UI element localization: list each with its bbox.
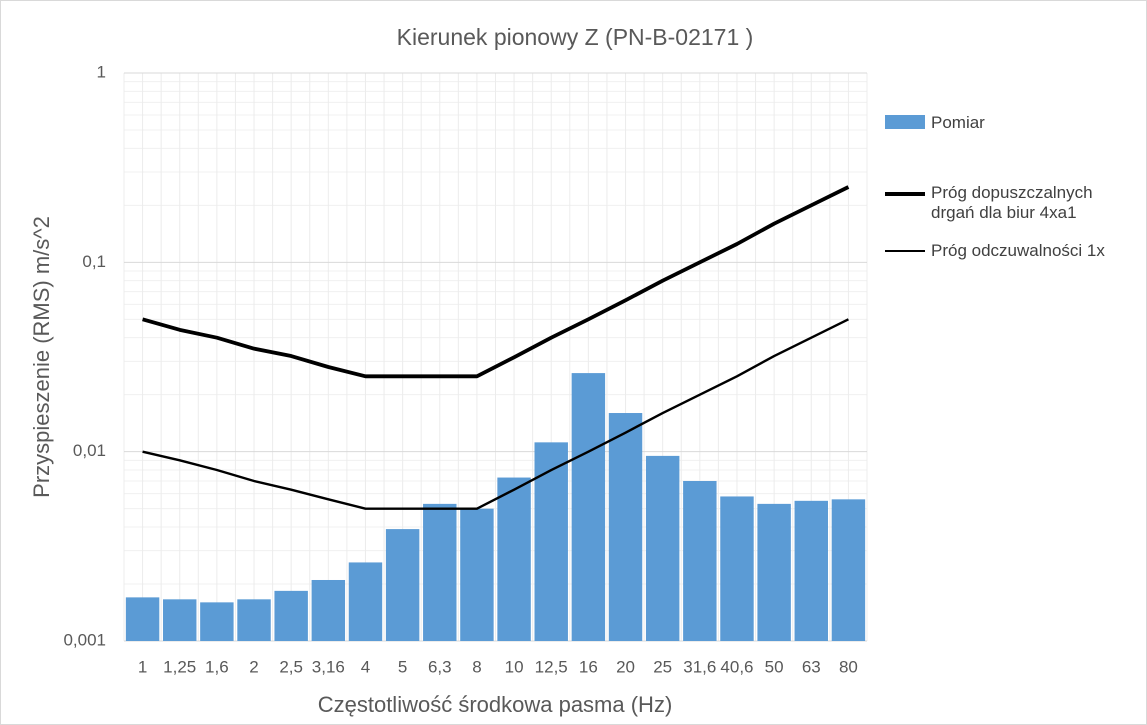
legend-swatch: [885, 115, 925, 129]
legend-label: Pomiar: [931, 113, 985, 132]
bar: [608, 413, 643, 641]
bar: [757, 503, 791, 641]
legend-item: Próg dopuszczalnych drgań dla biur 4xa1: [885, 183, 1135, 223]
x-tick-label: 2: [249, 657, 258, 676]
x-tick-label: 31,6: [683, 657, 716, 676]
y-tick-label: 0,01: [73, 441, 106, 460]
bar: [645, 455, 680, 641]
bar: [794, 500, 828, 641]
bar: [125, 597, 160, 641]
bar: [311, 579, 346, 641]
bar: [423, 503, 457, 641]
line: [142, 318, 849, 510]
bar: [720, 496, 754, 641]
legend-swatch: [885, 250, 925, 253]
legend-swatch: [885, 192, 925, 196]
bar: [274, 590, 308, 641]
bar: [534, 442, 568, 641]
legend-label: Próg odczuwalności 1x: [931, 241, 1105, 260]
x-tick-label: 5: [398, 657, 407, 676]
bar: [163, 599, 197, 641]
y-tick-label: 1: [97, 62, 106, 81]
x-tick-label: 4: [361, 657, 370, 676]
x-tick-label: 63: [802, 657, 821, 676]
bar: [683, 480, 717, 641]
bar: [571, 373, 606, 641]
x-tick-label: 80: [839, 657, 858, 676]
x-tick-label: 6,3: [428, 657, 452, 676]
bar: [460, 508, 494, 641]
legend-item: Pomiar: [885, 113, 1135, 133]
bar: [237, 599, 271, 641]
x-tick-label: 1,6: [205, 657, 229, 676]
x-tick-label: 1: [138, 657, 147, 676]
x-tick-label: 1,25: [163, 657, 196, 676]
legend: Pomiar Próg dopuszczalnych drgań dla biur…: [885, 113, 1135, 279]
legend-label: Próg dopuszczalnych drgań dla biur 4xa1: [931, 183, 1093, 222]
x-tick-label: 2,5: [279, 657, 303, 676]
bar: [348, 562, 383, 641]
bar: [385, 529, 420, 641]
y-axis-label: Przyspieszenie (RMS) m/s^2: [29, 216, 54, 498]
bar: [200, 602, 234, 641]
x-tick-label: 10: [505, 657, 524, 676]
bar: [831, 499, 866, 641]
bar: [497, 477, 531, 641]
x-tick-label: 3,16: [312, 657, 345, 676]
x-tick-label: 12,5: [535, 657, 568, 676]
grid: [123, 72, 868, 642]
x-tick-label: 40,6: [720, 657, 753, 676]
x-tick-label: 16: [579, 657, 598, 676]
line: [142, 185, 850, 379]
chart-title: Kierunek pionowy Z (PN-B-02171 ): [397, 24, 754, 50]
legend-item: Próg odczuwalności 1x: [885, 241, 1135, 261]
x-tick-label: 50: [765, 657, 784, 676]
x-axis-label: Częstotliwość środkowa pasma (Hz): [318, 692, 673, 717]
y-tick-label: 0,001: [63, 630, 106, 649]
y-tick-label: 0,1: [82, 252, 106, 271]
x-tick-label: 25: [653, 657, 672, 676]
x-tick-label: 20: [616, 657, 635, 676]
x-tick-label: 8: [472, 657, 481, 676]
